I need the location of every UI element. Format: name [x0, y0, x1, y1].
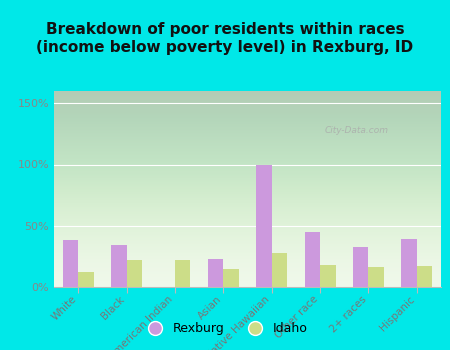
- Bar: [256, 164, 272, 287]
- Bar: [78, 272, 94, 287]
- Bar: [353, 246, 369, 287]
- Bar: [111, 245, 126, 287]
- Bar: [401, 239, 417, 287]
- Legend: Rexburg, Idaho: Rexburg, Idaho: [137, 317, 313, 340]
- Bar: [63, 240, 78, 287]
- Bar: [126, 260, 142, 287]
- Bar: [417, 266, 432, 287]
- Bar: [272, 253, 287, 287]
- Bar: [175, 260, 190, 287]
- Bar: [305, 232, 320, 287]
- Bar: [223, 269, 239, 287]
- Text: Breakdown of poor residents within races
(income below poverty level) in Rexburg: Breakdown of poor residents within races…: [36, 22, 414, 55]
- Text: City-Data.com: City-Data.com: [325, 126, 389, 135]
- Bar: [369, 267, 384, 287]
- Bar: [208, 259, 223, 287]
- Bar: [320, 265, 336, 287]
